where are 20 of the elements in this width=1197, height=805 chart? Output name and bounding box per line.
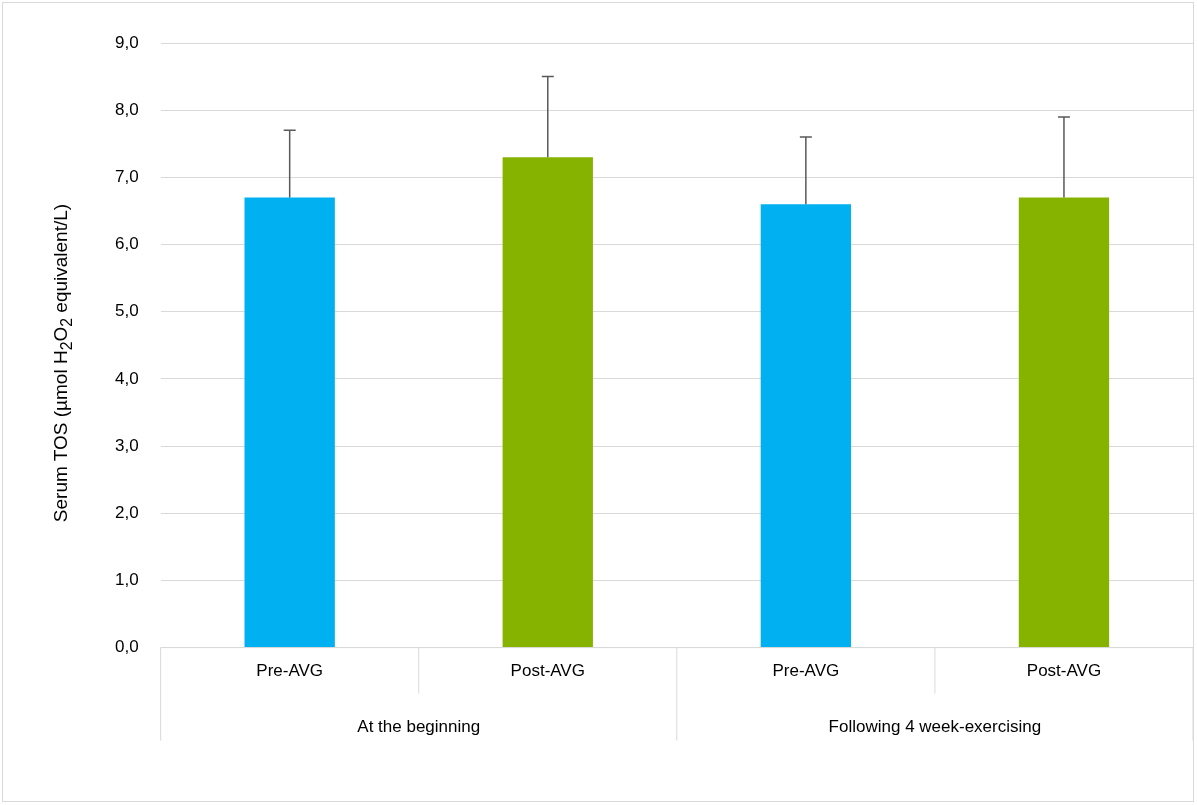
text: Following 4 week-exercising [828,717,1042,737]
bar [502,157,593,648]
bar [244,197,335,648]
y-tick-label: 1,0 [114,570,139,590]
y-tick-label: 4,0 [114,368,139,388]
y-tick-label: 9,0 [114,32,139,52]
y-tick-label: 3,0 [114,435,139,455]
y-tick-label: 5,0 [114,301,139,321]
text: At the beginning [357,717,481,737]
bar [760,204,852,648]
y-tick-label: 8,0 [114,99,139,119]
x-tick-label: Pre-AVG [772,661,840,681]
x-tick-label: Pre-AVG [256,661,324,681]
x-tick-label: Post-AVG [1026,661,1102,681]
x-tick-label: Post-AVG [510,661,585,681]
y-tick-label: 6,0 [114,234,139,254]
bar [1018,197,1110,648]
y-tick-label: 2,0 [114,502,139,522]
y-tick-label: 0,0 [114,637,139,657]
y-tick-label: 7,0 [114,167,139,187]
